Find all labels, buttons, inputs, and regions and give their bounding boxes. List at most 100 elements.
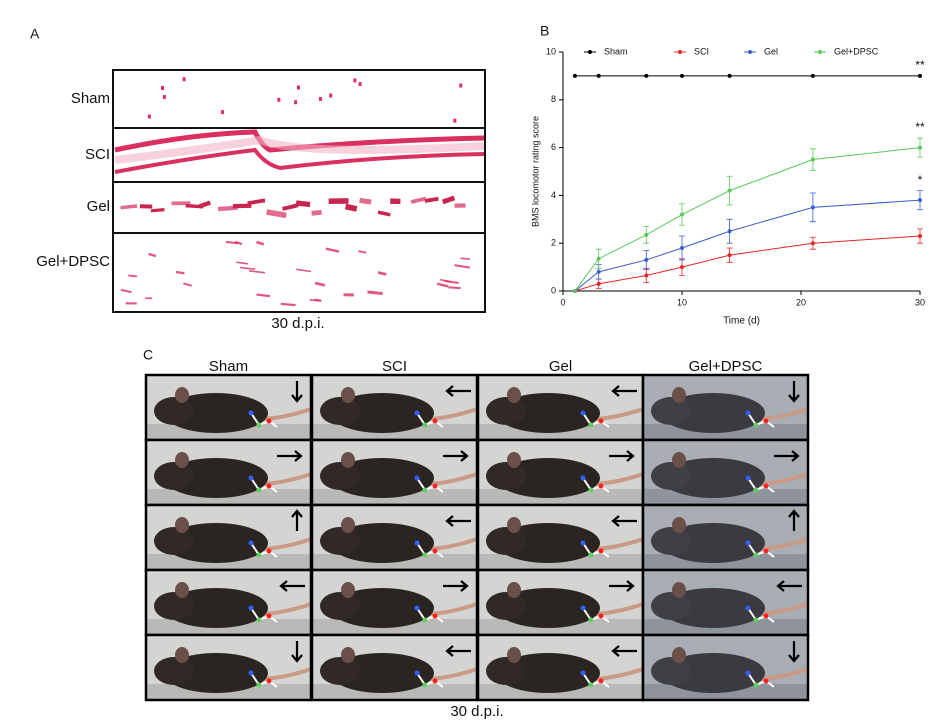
photo: [641, 438, 810, 507]
joint-marker: [745, 670, 751, 676]
data-point: [918, 145, 922, 150]
joint-marker: [414, 670, 420, 676]
joint-marker: [422, 552, 428, 558]
joint-marker: [432, 418, 438, 424]
stain: [459, 83, 463, 88]
joint-marker: [414, 605, 420, 611]
joint-marker: [422, 617, 428, 623]
joint-marker: [763, 483, 769, 489]
stain: [256, 240, 265, 246]
row-label: Sham: [71, 90, 110, 107]
photo: [310, 373, 479, 442]
joint-marker: [422, 682, 428, 688]
ear: [672, 517, 686, 533]
joint-marker: [422, 487, 428, 493]
direction-arrow: [611, 515, 637, 527]
joint-lines: [416, 542, 444, 558]
direction-arrow: [291, 641, 303, 663]
joint-lines: [582, 542, 610, 558]
stain: [318, 96, 322, 101]
joint-marker: [248, 410, 254, 416]
stain: [282, 203, 299, 211]
joint-marker: [753, 422, 759, 428]
stain: [277, 97, 281, 102]
joint-lines: [250, 412, 278, 428]
stain: [359, 197, 372, 205]
stain: [448, 286, 461, 290]
mouse-head: [154, 657, 194, 685]
ear: [341, 387, 355, 403]
y-axis-label: BMS locomotor rating score: [530, 116, 540, 227]
joint-lines: [416, 477, 444, 493]
series-line: [574, 147, 921, 292]
stain: [296, 85, 300, 90]
row-label: Gel+DPSC: [36, 253, 110, 270]
photo: [310, 438, 479, 507]
joint-marker: [598, 613, 604, 619]
stain: [175, 270, 185, 275]
x-tick-label: 0: [560, 297, 565, 307]
mouse-head: [486, 397, 526, 425]
photo: [310, 633, 479, 702]
photo-grid: [144, 373, 810, 702]
joint-marker: [588, 422, 594, 428]
joint-marker: [753, 552, 759, 558]
photo: [144, 503, 313, 572]
joint-marker: [598, 678, 604, 684]
joint-marker: [580, 605, 586, 611]
stain: [256, 293, 271, 298]
stain: [344, 203, 358, 212]
stain: [247, 198, 266, 206]
mouse-head: [320, 527, 360, 555]
photo: [476, 438, 645, 507]
histology-panel: [112, 69, 486, 313]
photo: [476, 633, 645, 702]
stain: [444, 279, 459, 284]
stain: [460, 257, 471, 261]
direction-arrow: [445, 515, 471, 527]
stain: [183, 282, 192, 287]
mouse-head: [486, 462, 526, 490]
ear: [175, 387, 189, 403]
legend-marker: [678, 50, 682, 54]
significance-label: **: [915, 58, 925, 72]
y-tick-label: 2: [551, 238, 556, 248]
joint-marker: [588, 552, 594, 558]
stain: [436, 282, 449, 288]
stain: [120, 288, 132, 294]
stain: [160, 85, 164, 90]
mouse-head: [486, 527, 526, 555]
data-point: [644, 257, 649, 262]
stain: [325, 247, 340, 253]
ear: [341, 452, 355, 468]
stain: [353, 78, 357, 83]
mouse-head: [320, 462, 360, 490]
mouse-head: [320, 592, 360, 620]
x-tick-label: 20: [796, 297, 806, 307]
direction-arrow: [609, 450, 635, 462]
mouse-head: [154, 397, 194, 425]
joint-marker: [580, 670, 586, 676]
data-point: [918, 73, 922, 78]
photo: [641, 373, 810, 442]
joint-lines: [582, 412, 610, 428]
joint-marker: [414, 475, 420, 481]
photo: [144, 373, 313, 442]
joint-marker: [248, 475, 254, 481]
data-point: [596, 269, 601, 274]
stain: [453, 118, 457, 123]
data-point: [918, 234, 922, 239]
stain: [294, 100, 298, 105]
significance-label: **: [915, 120, 925, 134]
ear: [175, 647, 189, 663]
mouse-head: [320, 397, 360, 425]
joint-marker: [588, 682, 594, 688]
stain: [295, 200, 311, 208]
photo: [641, 568, 810, 637]
row-label: Gel: [87, 198, 110, 215]
direction-arrow: [788, 509, 800, 531]
column-label: SCI: [382, 358, 407, 375]
joint-marker: [432, 678, 438, 684]
stain: [410, 196, 427, 204]
joint-marker: [745, 410, 751, 416]
